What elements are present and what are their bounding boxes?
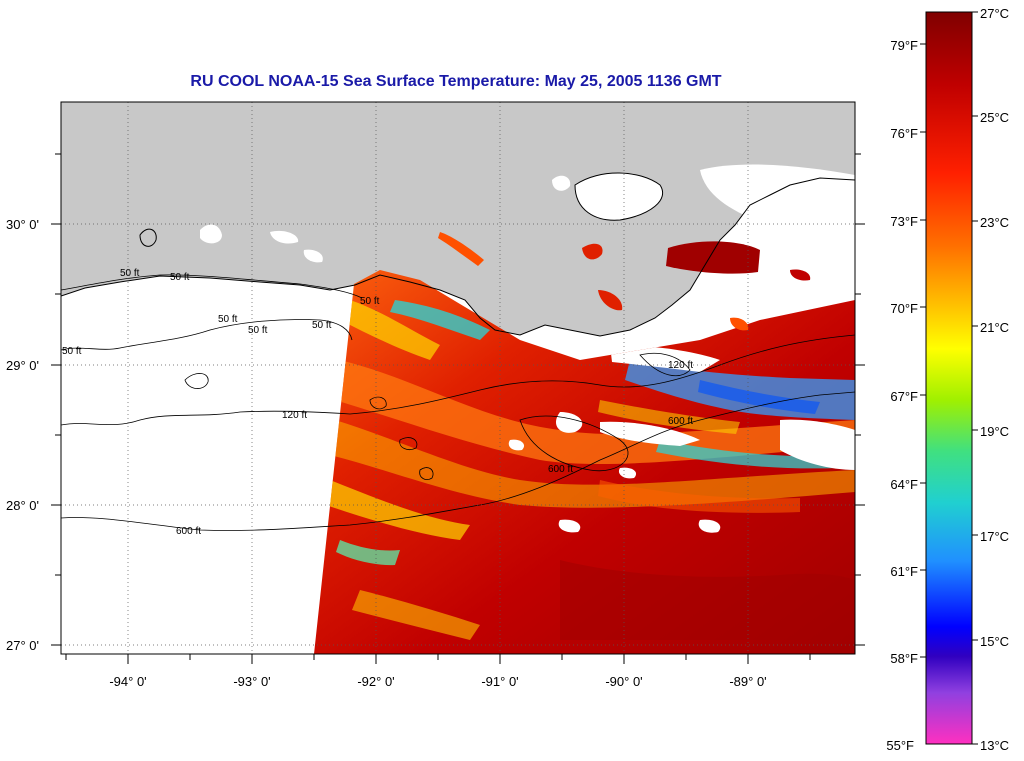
colorbar-c-label: 17°C <box>980 529 1009 544</box>
lat-label: 28° 0' <box>6 498 39 513</box>
contour-50ft-inner <box>61 319 353 351</box>
colorbar-f-label: 67°F <box>890 389 918 404</box>
colorbar-f-label: 55°F <box>886 738 914 753</box>
lake <box>200 224 222 244</box>
map-title: RU COOL NOAA-15 Sea Surface Temperature:… <box>190 73 721 90</box>
contour-loop <box>399 437 418 450</box>
lon-label: -89° 0' <box>729 674 766 689</box>
lake <box>270 230 299 244</box>
contour-loop <box>369 396 387 410</box>
contour-label: 50 ft <box>312 320 332 331</box>
inland-water-patch <box>730 317 749 331</box>
map-frame <box>60 101 856 655</box>
contour-label: 50 ft <box>360 296 380 307</box>
contour-50ft <box>61 274 363 299</box>
contour-label: 600 ft <box>176 526 201 537</box>
contour-600ft <box>61 391 855 531</box>
colorbar-f-label: 64°F <box>890 477 918 492</box>
contour-label: 50 ft <box>120 268 140 279</box>
inland-water-patch <box>790 269 811 281</box>
colorbar-c-label: 15°C <box>980 634 1009 649</box>
contour-label: 50 ft <box>248 325 268 336</box>
contour-label: 120 ft <box>668 360 693 371</box>
contour-label: 50 ft <box>62 346 82 357</box>
inland-water-patch <box>582 243 603 260</box>
colorbar-c-label: 25°C <box>980 110 1009 125</box>
sst-swath <box>314 270 855 654</box>
lake-borgne <box>575 172 663 221</box>
colorbar-c-label: 21°C <box>980 320 1009 335</box>
contour-label: 600 ft <box>668 416 693 427</box>
axis-ticks <box>51 153 865 664</box>
lon-label: -94° 0' <box>109 674 146 689</box>
coastline <box>61 177 855 337</box>
map-area: 50 ft 50 ft 50 ft 50 ft 50 ft 50 ft 120 … <box>61 102 855 654</box>
mississippi-sound <box>700 164 855 240</box>
lake <box>552 175 571 191</box>
contour-120ft <box>61 334 855 426</box>
colorbar-ticks <box>920 11 978 745</box>
lon-label: -93° 0' <box>233 674 270 689</box>
lon-label: -90° 0' <box>605 674 642 689</box>
colorbar <box>925 11 973 745</box>
lake <box>303 249 323 263</box>
lake-outline <box>139 228 157 247</box>
inland-water-patch <box>438 232 484 266</box>
lon-label: -92° 0' <box>357 674 394 689</box>
contour-label: 50 ft <box>218 314 238 325</box>
colorbar-f-label: 70°F <box>890 301 918 316</box>
lat-label: 27° 0' <box>6 638 39 653</box>
contour-label: 600 ft <box>548 464 573 475</box>
colorbar-f-label: 61°F <box>890 564 918 579</box>
contour-loop <box>419 467 434 480</box>
land-mass <box>61 102 855 336</box>
colorbar-f-label: 79°F <box>890 38 918 53</box>
contour-label: 120 ft <box>282 410 307 421</box>
colorbar-c-label: 27°C <box>980 6 1009 21</box>
lat-label: 29° 0' <box>6 358 39 373</box>
contour-label: 50 ft <box>170 272 190 283</box>
colorbar-f-label: 58°F <box>890 651 918 666</box>
graticule <box>61 102 855 654</box>
lake-pontchartrain <box>666 241 760 274</box>
contour-loop <box>184 373 209 389</box>
colorbar-c-label: 13°C <box>980 738 1009 753</box>
colorbar-c-label: 23°C <box>980 215 1009 230</box>
colorbar-c-label: 19°C <box>980 424 1009 439</box>
contour-600ft-loop <box>519 415 629 472</box>
lake-borgne-outline <box>574 172 663 221</box>
lat-label: 30° 0' <box>6 217 39 232</box>
colorbar-f-label: 76°F <box>890 126 918 141</box>
colorbar-f-label: 73°F <box>890 214 918 229</box>
contour-loop <box>639 352 691 377</box>
inland-water-patch <box>598 290 623 311</box>
lon-label: -91° 0' <box>481 674 518 689</box>
